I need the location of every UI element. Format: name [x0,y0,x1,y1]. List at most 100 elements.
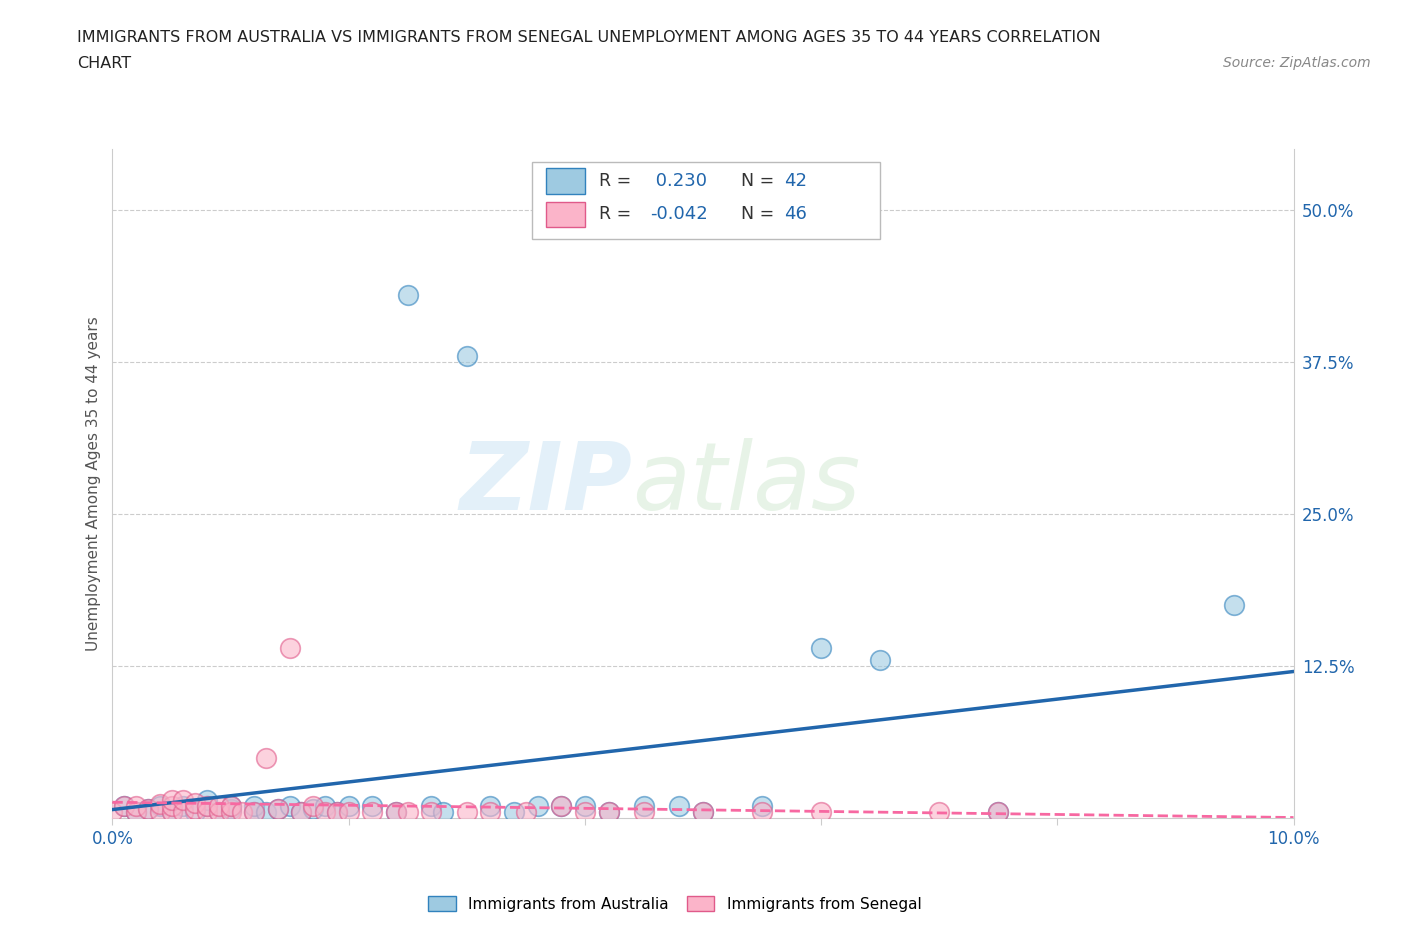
Point [987,804,1010,819]
Text: N =: N = [730,172,780,190]
Point [396,287,419,302]
Text: ZIP: ZIP [460,438,633,529]
Text: R =: R = [599,206,637,223]
Point [479,799,502,814]
Point [326,804,349,819]
Text: 46: 46 [785,206,807,223]
Point [278,641,301,656]
FancyBboxPatch shape [546,202,585,227]
Point [208,804,231,819]
Point [633,799,655,814]
Point [125,799,148,814]
Point [136,802,159,817]
Point [751,799,773,814]
Point [550,799,572,814]
Point [810,804,832,819]
Text: -0.042: -0.042 [650,206,707,223]
Point [219,802,242,817]
Point [112,799,135,814]
Point [254,751,277,765]
Point [160,804,183,819]
Point [456,804,478,819]
Point [160,792,183,807]
Point [810,641,832,656]
Text: IMMIGRANTS FROM AUSTRALIA VS IMMIGRANTS FROM SENEGAL UNEMPLOYMENT AMONG AGES 35 : IMMIGRANTS FROM AUSTRALIA VS IMMIGRANTS … [77,30,1101,45]
Point [195,792,218,807]
Point [751,804,773,819]
Y-axis label: Unemployment Among Ages 35 to 44 years: Unemployment Among Ages 35 to 44 years [86,316,101,651]
Point [149,804,172,819]
Point [243,804,266,819]
Point [337,804,360,819]
Text: CHART: CHART [77,56,131,71]
Point [184,804,207,819]
Point [172,799,194,814]
Point [314,804,336,819]
Point [928,804,950,819]
Point [432,804,454,819]
Point [574,799,596,814]
Point [598,804,620,819]
Point [302,799,325,814]
Point [172,792,194,807]
Point [125,804,148,819]
Point [184,795,207,810]
Point [101,804,124,819]
Point [515,804,537,819]
Point [149,796,172,811]
Point [361,804,384,819]
Text: Source: ZipAtlas.com: Source: ZipAtlas.com [1223,56,1371,70]
Point [503,804,526,819]
Point [195,804,218,819]
Point [574,804,596,819]
Point [160,804,183,819]
Point [243,804,266,819]
Point [598,804,620,819]
Point [550,799,572,814]
Point [987,804,1010,819]
Text: 0.230: 0.230 [650,172,707,190]
Point [219,799,242,814]
Point [243,799,266,814]
Point [633,804,655,819]
Point [668,799,690,814]
Point [278,799,301,814]
Legend: Immigrants from Australia, Immigrants from Senegal: Immigrants from Australia, Immigrants fr… [422,889,928,918]
Point [231,804,253,819]
Point [314,799,336,814]
FancyBboxPatch shape [531,162,880,239]
Point [692,804,714,819]
Point [195,799,218,814]
FancyBboxPatch shape [546,168,585,193]
Point [160,799,183,814]
Point [267,802,290,817]
Point [302,802,325,817]
Point [254,804,277,819]
Point [208,804,231,819]
Point [149,799,172,814]
Point [479,804,502,819]
Point [1223,598,1246,613]
Point [326,804,349,819]
Point [208,799,231,814]
Text: N =: N = [730,206,780,223]
Point [337,799,360,814]
Text: 42: 42 [785,172,807,190]
Point [869,653,891,668]
Point [219,799,242,814]
Text: R =: R = [599,172,637,190]
Point [112,799,135,814]
Point [361,799,384,814]
Point [172,804,194,819]
Point [125,804,148,819]
Point [526,799,548,814]
Text: atlas: atlas [633,438,860,529]
Point [267,802,290,817]
Point [290,804,312,819]
Point [385,804,408,819]
Point [136,802,159,817]
Point [420,804,443,819]
Point [184,802,207,817]
Point [195,799,218,814]
Point [692,804,714,819]
